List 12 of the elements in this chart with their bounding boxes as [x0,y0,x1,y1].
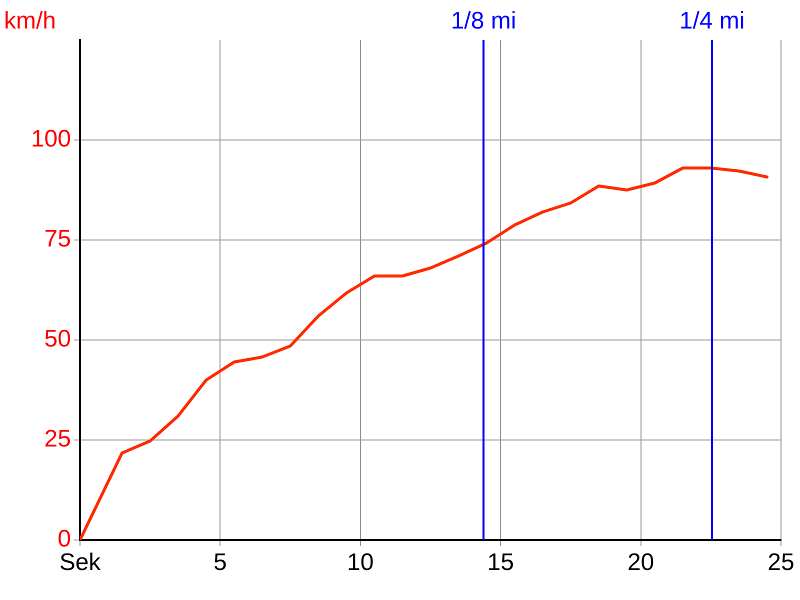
x-tick-label: 10 [347,549,374,576]
y-tick-label: 75 [44,226,71,253]
y-axis-title: km/h [4,8,56,35]
x-tick-label: 25 [768,549,794,576]
ref-line-label: 1/8 mi [450,8,516,35]
x-tick-label: 5 [214,549,227,576]
x-tick-label: 20 [627,549,654,576]
y-tick-label: 25 [44,426,71,453]
y-tick-label: 50 [44,326,71,353]
ref-line-label: 1/4 mi [679,8,745,35]
x-tick-label: 15 [487,549,514,576]
y-tick-label: 100 [30,126,71,153]
